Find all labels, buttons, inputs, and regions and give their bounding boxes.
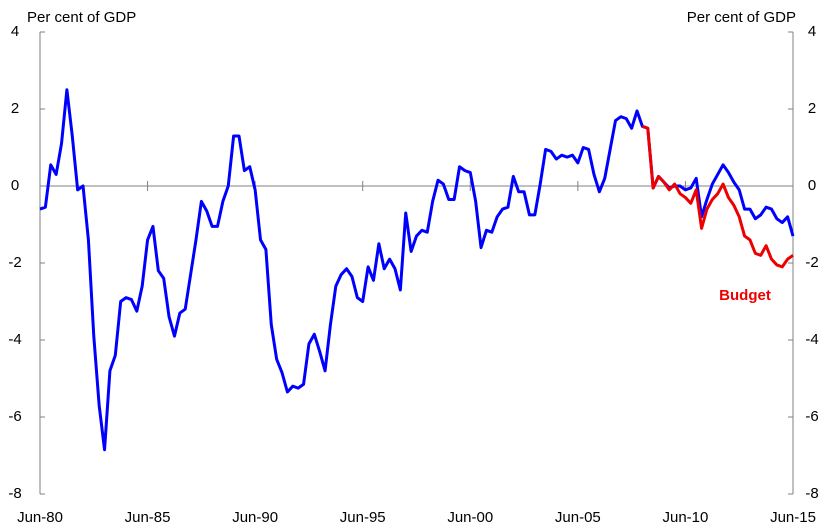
x-tick-label: Jun-85 — [125, 509, 171, 526]
x-tick-label: Jun-80 — [17, 509, 63, 526]
y2-tick-label: -2 — [805, 254, 818, 271]
x-tick-label: Jun-10 — [662, 509, 708, 526]
y-tick-label: -6 — [8, 408, 21, 425]
series-label: Budget — [719, 287, 771, 304]
y-tick-label: -4 — [8, 331, 21, 348]
y-tick-label: 0 — [11, 177, 19, 194]
y2-tick-label: -4 — [805, 331, 818, 348]
y-tick-label: 2 — [11, 100, 19, 117]
y2-axis-label: Per cent of GDP — [687, 9, 796, 26]
series-line — [641, 124, 794, 269]
y2-tick-label: -8 — [805, 485, 818, 502]
y-axis-label: Per cent of GDP — [27, 9, 136, 26]
y2-tick-label: -6 — [805, 408, 818, 425]
series-line — [39, 88, 795, 452]
y-tick-label: -8 — [8, 485, 21, 502]
x-tick-label: Jun-95 — [340, 509, 386, 526]
y-tick-label: 4 — [11, 23, 19, 40]
y2-tick-label: 2 — [808, 100, 816, 117]
x-tick-label: Jun-00 — [447, 509, 493, 526]
y2-tick-label: 4 — [808, 23, 816, 40]
y2-tick-label: 0 — [808, 177, 816, 194]
x-tick-label: Jun-05 — [555, 509, 601, 526]
x-tick-label: Jun-90 — [232, 509, 278, 526]
x-tick-label: Jun-15 — [770, 509, 816, 526]
y-tick-label: -2 — [8, 254, 21, 271]
